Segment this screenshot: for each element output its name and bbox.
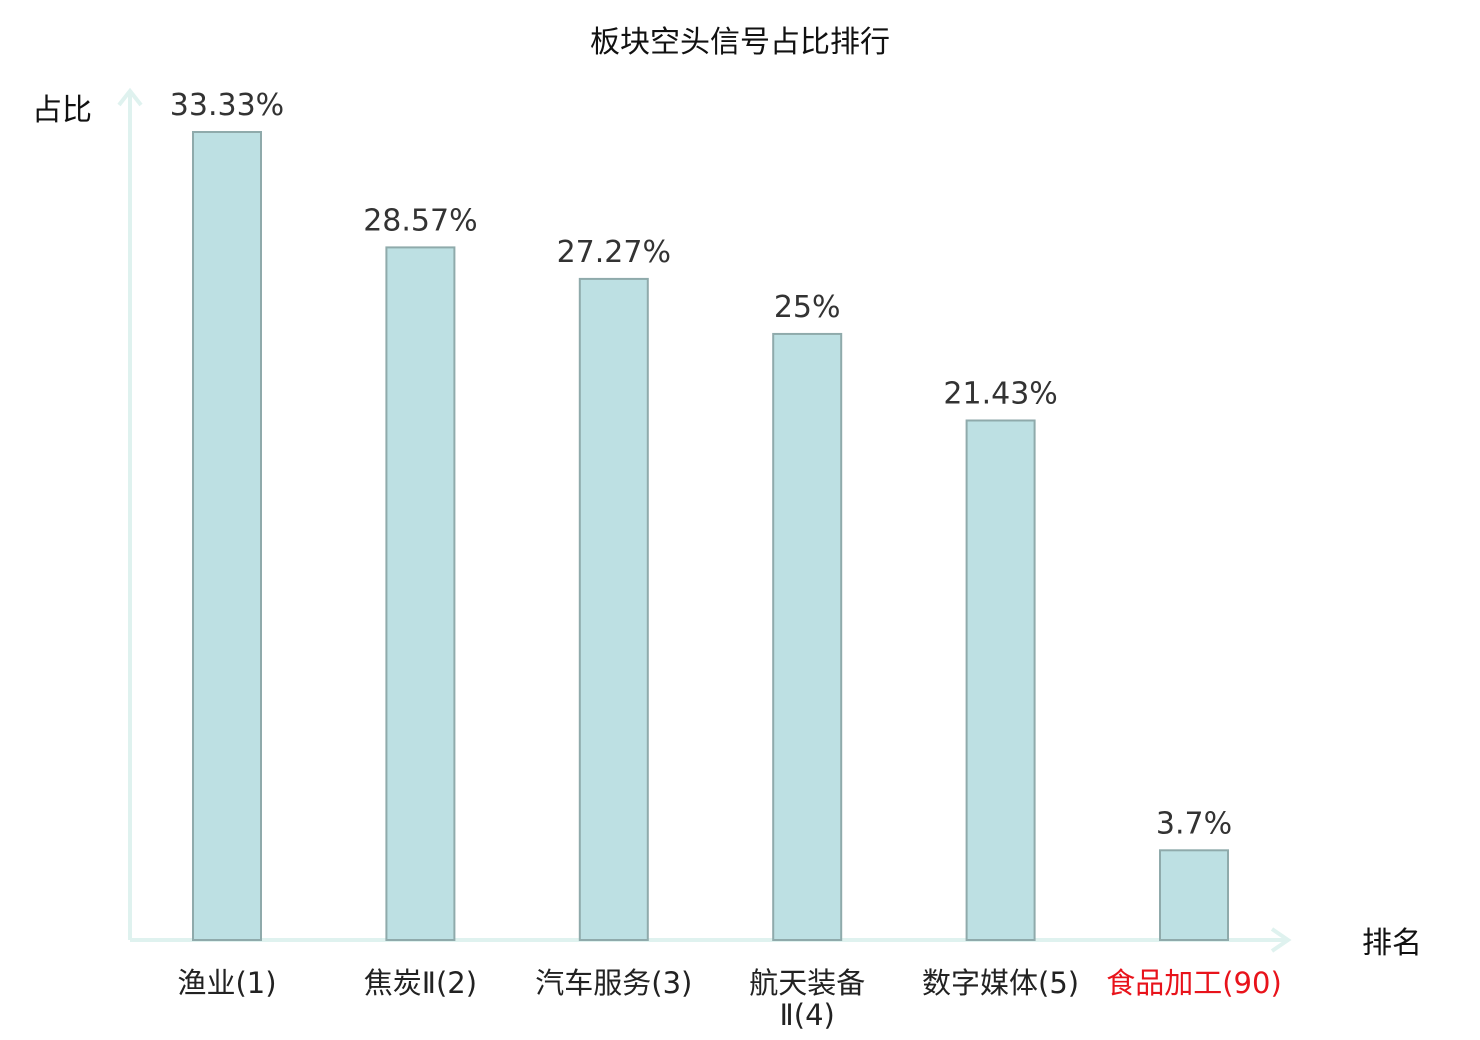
x-tick-label-line: 食品加工(90) xyxy=(1106,966,1282,1000)
x-tick-label: 食品加工(90) xyxy=(1106,966,1282,1000)
value-labels-group: 33.33% 28.57% 27.27% 25% 21.43% 3.7% xyxy=(170,88,1232,841)
bar xyxy=(578,277,649,941)
y-axis-label: 占比 xyxy=(32,93,92,128)
bar xyxy=(1159,849,1229,942)
x-tick-label: 渔业(1) xyxy=(177,966,276,1000)
x-tick-label: 数字媒体(5) xyxy=(922,966,1079,1000)
x-tick-label-line: 航天装备 xyxy=(749,966,865,1000)
x-tick-label: 航天装备 Ⅱ(4) xyxy=(749,966,865,1032)
bar xyxy=(772,332,843,941)
bar-value-label: 25% xyxy=(774,290,841,325)
x-tick-label: 汽车服务(3) xyxy=(535,966,692,1000)
bar-value-label: 21.43% xyxy=(943,376,1057,411)
chart-title: 板块空头信号占比排行 xyxy=(590,25,890,60)
x-tick-label: 焦炭Ⅱ(2) xyxy=(364,966,477,1000)
category-labels-group: 渔业(1) 焦炭Ⅱ(2) 汽车服务(3) 航天装备 Ⅱ(4) 数字媒体(5) 食品加工(90… xyxy=(177,966,1281,1032)
bar-value-label: 3.7% xyxy=(1156,806,1232,841)
x-axis-arrow xyxy=(1270,927,1292,953)
x-tick-label-line: 焦炭Ⅱ(2) xyxy=(364,966,477,1000)
x-tick-label-line: 渔业(1) xyxy=(177,966,276,1000)
y-axis-arrow xyxy=(117,87,143,107)
bar-value-label: 28.57% xyxy=(363,203,477,238)
x-tick-label-line: Ⅱ(4) xyxy=(780,998,835,1032)
bar xyxy=(965,419,1036,941)
bar xyxy=(385,246,456,942)
bars-group xyxy=(192,131,1229,942)
x-tick-label-line: 数字媒体(5) xyxy=(922,966,1079,1000)
bar-value-label: 27.27% xyxy=(557,235,671,270)
bar-value-label: 33.33% xyxy=(170,88,284,123)
x-axis-label: 排名 xyxy=(1362,926,1422,961)
x-tick-label-line: 汽车服务(3) xyxy=(535,966,692,1000)
bar xyxy=(192,131,262,941)
